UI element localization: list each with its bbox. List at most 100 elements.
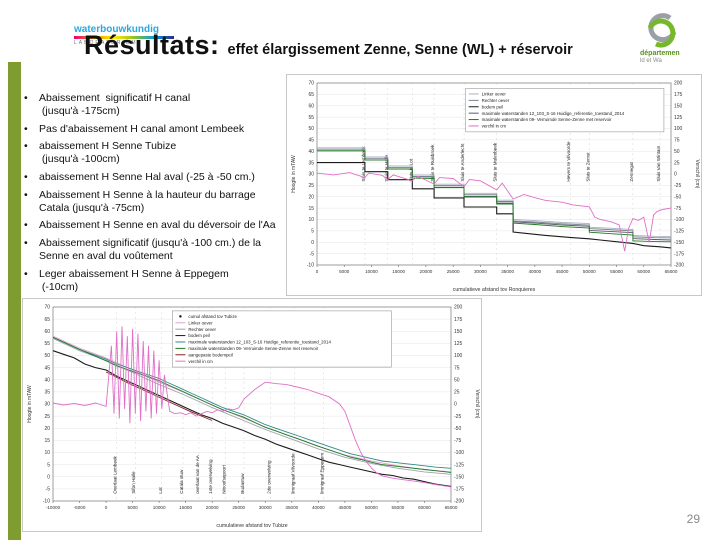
- waterbouwkundig-logo-text: waterbouwkundig: [74, 24, 159, 35]
- svg-text:50: 50: [454, 377, 460, 383]
- svg-text:40000: 40000: [312, 505, 325, 510]
- svg-text:55000: 55000: [392, 505, 405, 510]
- svg-text:40: 40: [308, 149, 314, 155]
- bullet-item: • Abaissement significatif (jusqu'à -100 …: [24, 237, 284, 263]
- svg-text:verchil in cm: verchil in cm: [482, 124, 507, 129]
- svg-text:Sluis te Anderlecht: Sluis te Anderlecht: [460, 143, 465, 182]
- svg-text:65: 65: [44, 317, 50, 323]
- bullet-text: Abaissement significatif H canal (jusqu'…: [39, 92, 191, 117]
- svg-text:Linker oever: Linker oever: [482, 92, 507, 97]
- svg-text:Overlaat Lembeek: Overlaat Lembeek: [113, 455, 118, 493]
- svg-text:40000: 40000: [528, 269, 541, 274]
- svg-text:0: 0: [105, 505, 108, 510]
- chart-canal-profile: -10 -5 0 5 10 15 20 25 30 35 40 45 50 55 60 65 70 -200 -17…: [286, 74, 702, 296]
- svg-text:125: 125: [454, 341, 463, 347]
- svg-text:aangepaste bodempeil: aangepaste bodempeil: [188, 352, 232, 357]
- svg-text:-100: -100: [454, 450, 464, 456]
- svg-text:Hevers te Vilvoorde: Hevers te Vilvoorde: [566, 141, 571, 181]
- bullet-text: Abaissement significatif (jusqu'à -100 c…: [39, 237, 264, 262]
- svg-text:Rechter oever: Rechter oever: [188, 327, 216, 332]
- svg-text:25: 25: [674, 160, 680, 166]
- bullet-text: abaissement H Senne Tubize (jusqu'à -100…: [39, 140, 177, 166]
- bullet-item: • abaissement H Senne Hal aval (-25 à -50…: [24, 171, 284, 184]
- svg-text:45000: 45000: [556, 269, 569, 274]
- svg-text:65000: 65000: [445, 505, 458, 510]
- svg-text:60000: 60000: [637, 269, 650, 274]
- svg-text:-200: -200: [674, 263, 684, 269]
- svg-text:75: 75: [454, 365, 460, 371]
- svg-text:cumulatieve afstand tov Tubiz: cumulatieve afstand tov Tubize: [216, 523, 287, 529]
- svg-text:50: 50: [44, 353, 50, 359]
- svg-text:35000: 35000: [285, 505, 298, 510]
- svg-text:125: 125: [674, 115, 683, 121]
- svg-text:70: 70: [308, 81, 314, 87]
- svg-text:0: 0: [454, 402, 457, 408]
- bullet-list: • Abaissement significatif H canal (jusqu…: [24, 92, 284, 298]
- svg-text:45: 45: [308, 138, 314, 144]
- svg-text:-75: -75: [454, 438, 461, 444]
- svg-text:-5: -5: [310, 251, 315, 257]
- svg-text:Sluis te Molenbeek: Sluis te Molenbeek: [493, 142, 498, 182]
- svg-text:-50: -50: [674, 194, 681, 200]
- svg-text:50: 50: [308, 126, 314, 132]
- svg-text:0: 0: [316, 269, 319, 274]
- bullet-text: Abaissement H Senne en aval du déversoir…: [39, 219, 276, 232]
- logo-gradient-bar: [74, 36, 174, 39]
- svg-text:200: 200: [674, 81, 683, 87]
- svg-text:50000: 50000: [365, 505, 378, 510]
- title-row: Résultats: effet élargissement Zenne, Se…: [84, 30, 684, 61]
- svg-text:Ninoofsepoort: Ninoofsepoort: [221, 464, 226, 493]
- svg-text:Budastuw: Budastuw: [240, 473, 245, 494]
- bullet-marker: •: [24, 237, 28, 250]
- svg-text:-175: -175: [454, 487, 464, 493]
- svg-text:maximale waterstanden 12_103_S: maximale waterstanden 12_103_S-16 Huidig…: [188, 340, 331, 345]
- laboratorium-logo-text: LABORATORIUM: [74, 40, 138, 46]
- svg-text:150: 150: [674, 103, 683, 109]
- svg-text:65000: 65000: [665, 269, 678, 274]
- svg-text:limnigraaf Vilvoorde: limnigraaf Vilvoorde: [290, 453, 295, 494]
- svg-text:10: 10: [308, 217, 314, 223]
- svg-text:15000: 15000: [392, 269, 405, 274]
- svg-text:bodem peil: bodem peil: [188, 333, 210, 338]
- bullet-marker: •: [24, 170, 28, 183]
- svg-text:150: 150: [454, 329, 463, 335]
- svg-text:5: 5: [311, 229, 314, 235]
- bullet-item: • Pas d'abaissement H canal amont Lembeek: [24, 123, 284, 136]
- svg-text:200: 200: [454, 305, 463, 311]
- svg-text:-200: -200: [454, 499, 464, 505]
- svg-text:55: 55: [44, 341, 50, 347]
- svg-text:maximale waterstanden 12_103_S: maximale waterstanden 12_103_S-16 Huidig…: [482, 111, 625, 116]
- svg-text:25000: 25000: [447, 269, 460, 274]
- svg-text:35: 35: [44, 390, 50, 396]
- svg-text:-125: -125: [454, 462, 464, 468]
- svg-text:20000: 20000: [206, 505, 219, 510]
- svg-text:50000: 50000: [583, 269, 596, 274]
- svg-text:0: 0: [674, 172, 677, 178]
- svg-text:cumulatieve afstand tov Ronqu: cumulatieve afstand tov Ronquieres: [453, 287, 536, 293]
- bullet-text: Abaissement H Senne à la hauteur du barr…: [39, 188, 259, 214]
- bullet-marker: •: [24, 219, 28, 232]
- svg-text:40: 40: [44, 377, 50, 383]
- bullet-text: abaissement H Senne Hal aval (-25 à -50 …: [39, 170, 255, 183]
- svg-text:65: 65: [308, 92, 314, 98]
- svg-text:Rechter oever: Rechter oever: [482, 98, 510, 103]
- svg-text:0: 0: [47, 474, 50, 480]
- svg-text:Hoogte in mTAW: Hoogte in mTAW: [291, 155, 297, 193]
- svg-text:-5: -5: [46, 487, 51, 493]
- svg-text:-25: -25: [674, 183, 681, 189]
- svg-text:30: 30: [44, 402, 50, 408]
- svg-text:100: 100: [674, 126, 683, 132]
- accent-bar: [8, 62, 21, 540]
- svg-text:-10: -10: [43, 499, 50, 505]
- svg-text:55000: 55000: [610, 269, 623, 274]
- svg-text:bodem peil: bodem peil: [482, 104, 504, 109]
- svg-text:30: 30: [308, 172, 314, 178]
- bullet-marker: •: [24, 140, 28, 153]
- bullet-marker: •: [24, 92, 28, 104]
- page-title: Résultats:: [84, 30, 220, 60]
- svg-text:30000: 30000: [474, 269, 487, 274]
- svg-text:0: 0: [311, 240, 314, 246]
- svg-text:35: 35: [308, 160, 314, 166]
- bullet-item: • Abaissement H Senne à la hauteur du bar…: [24, 189, 284, 215]
- svg-text:-125: -125: [674, 229, 684, 235]
